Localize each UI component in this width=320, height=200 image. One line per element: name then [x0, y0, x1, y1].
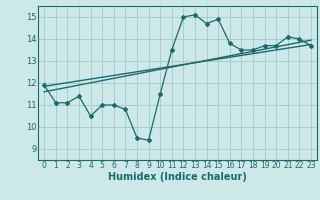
X-axis label: Humidex (Indice chaleur): Humidex (Indice chaleur)	[108, 172, 247, 182]
